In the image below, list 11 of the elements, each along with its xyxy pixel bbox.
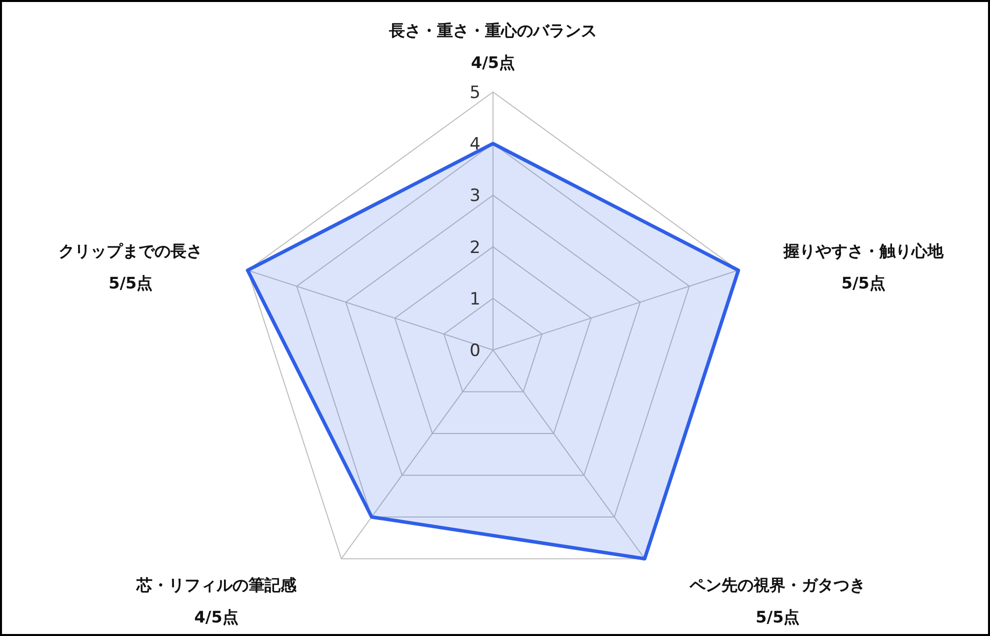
y-tick-label: 2 xyxy=(470,238,480,258)
spoke-label: クリップまでの長さ 5/5点 xyxy=(58,241,203,292)
spoke-label: 長さ・重さ・重心のバランス 4/5点 xyxy=(388,21,597,72)
spoke-label: 握りやすさ・触り心地 5/5点 xyxy=(782,241,944,292)
y-tick-label: 4 xyxy=(470,134,480,155)
spoke-label: 芯・リフィルの筆記感 4/5点 xyxy=(135,576,298,627)
spoke-label: ペン先の視界・ガタつき 5/5点 xyxy=(688,576,866,627)
y-tick-label: 1 xyxy=(470,289,480,310)
y-tick-label: 3 xyxy=(470,186,480,206)
y-tick-label: 0 xyxy=(470,341,480,361)
y-tick-label: 5 xyxy=(470,83,480,103)
